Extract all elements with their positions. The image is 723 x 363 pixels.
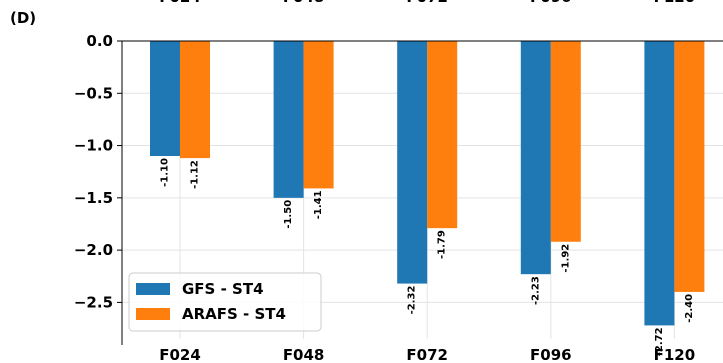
bar-gfs: [644, 41, 675, 326]
bar-arafs: [427, 41, 458, 229]
legend-box: [128, 272, 322, 332]
value-label: -1.79: [437, 230, 448, 259]
bar-gfs: [520, 41, 551, 275]
y-tick-labels: 0.0 −0.5 −1.0 −1.5 −2.0 −2.5: [74, 32, 113, 311]
y-tick-label: 0.0: [86, 32, 113, 50]
top-category-label: F120: [654, 0, 696, 6]
value-label: -2.40: [684, 294, 695, 323]
top-category-label: F024: [159, 0, 201, 6]
x-tick-labels: F024 F048 F072 F096 F120: [159, 346, 695, 363]
y-tick-label: −1.5: [74, 189, 113, 207]
value-label: -1.50: [283, 200, 294, 229]
value-label: -2.23: [530, 276, 541, 305]
legend-label: GFS - ST4: [182, 280, 264, 298]
legend: GFS - ST4 ARAFS - ST4: [128, 272, 322, 332]
value-label: -2.72: [654, 327, 665, 356]
top-category-labels: F024 F048 F072 F096 F120: [159, 0, 695, 6]
x-tick-label: F024: [159, 346, 201, 363]
y-tick-label: −1.0: [74, 137, 113, 155]
panel-label: (D): [10, 9, 36, 27]
y-tick-label: −2.5: [74, 293, 113, 311]
top-category-label: F048: [283, 0, 325, 6]
y-tick-label: −2.0: [74, 241, 113, 259]
bars: [150, 41, 705, 326]
top-category-label: F096: [530, 0, 572, 6]
value-label: -1.12: [190, 160, 201, 189]
x-tick-label: F096: [530, 346, 572, 363]
bar-gfs: [150, 41, 180, 157]
top-category-label: F072: [406, 0, 448, 6]
value-label: -1.41: [313, 190, 324, 219]
legend-swatch: [136, 308, 170, 320]
value-labels: -1.10 -1.50 -2.32 -2.23 -2.72 -1.12 -1.41 -1.79…: [160, 158, 695, 356]
bar-arafs: [180, 41, 210, 159]
bar-gfs: [273, 41, 304, 198]
bar-gfs: [397, 41, 428, 284]
legend-swatch: [136, 283, 170, 295]
x-tick-label: F048: [283, 346, 325, 363]
value-label: -1.10: [160, 158, 171, 187]
x-tick-label: F120: [654, 346, 696, 363]
bar-arafs: [674, 41, 705, 292]
x-tick-label: F072: [406, 346, 448, 363]
value-label: -2.32: [407, 286, 418, 315]
y-tick-label: −0.5: [74, 84, 113, 102]
bar-arafs: [303, 41, 334, 189]
legend-label: ARAFS - ST4: [182, 305, 286, 323]
bar-arafs: [550, 41, 581, 242]
axes: [117, 40, 723, 345]
value-label: -1.92: [560, 244, 571, 273]
